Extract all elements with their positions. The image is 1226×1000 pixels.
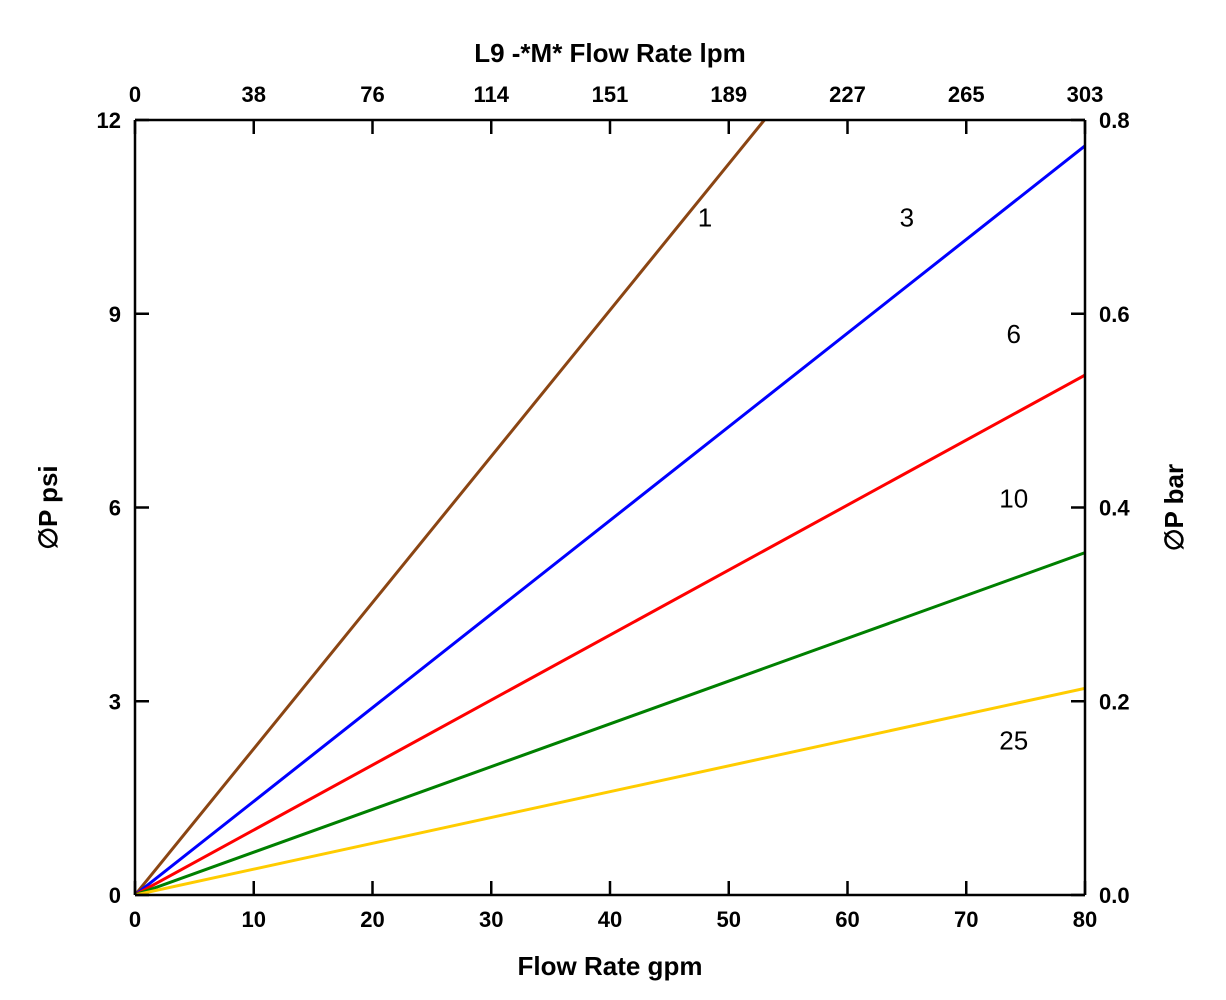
yleft-tick-label: 3 bbox=[109, 689, 121, 714]
yright-title: ∅P bar bbox=[1159, 464, 1189, 551]
yright-tick-label: 0.4 bbox=[1099, 496, 1130, 521]
series-label-6: 6 bbox=[1007, 319, 1021, 349]
yright-tick-label: 0.8 bbox=[1099, 108, 1130, 133]
xbottom-title: Flow Rate gpm bbox=[518, 951, 703, 981]
yright-tick-label: 0.2 bbox=[1099, 689, 1130, 714]
series-label-3: 3 bbox=[900, 203, 914, 233]
yleft-tick-label: 6 bbox=[109, 496, 121, 521]
yleft-tick-label: 0 bbox=[109, 883, 121, 908]
xtop-tick-label: 151 bbox=[592, 82, 629, 107]
yright-tick-label: 0.0 bbox=[1099, 883, 1130, 908]
xtop-tick-label: 265 bbox=[948, 82, 985, 107]
xbottom-tick-label: 70 bbox=[954, 907, 978, 932]
xtop-tick-label: 114 bbox=[474, 82, 510, 107]
xbottom-tick-label: 30 bbox=[479, 907, 503, 932]
yleft-title: ∅P psi bbox=[33, 465, 63, 549]
xtop-tick-label: 76 bbox=[360, 82, 384, 107]
xtop-tick-label: 0 bbox=[129, 82, 141, 107]
chart-svg: 01020304050607080Flow Rate gpm0387611415… bbox=[0, 0, 1226, 1000]
xtop-tick-label: 303 bbox=[1067, 82, 1104, 107]
xbottom-tick-label: 0 bbox=[129, 907, 141, 932]
xtop-tick-label: 38 bbox=[242, 82, 266, 107]
flow-rate-chart: 01020304050607080Flow Rate gpm0387611415… bbox=[0, 0, 1226, 1000]
xtop-tick-label: 189 bbox=[710, 82, 747, 107]
xbottom-tick-label: 10 bbox=[242, 907, 266, 932]
series-label-1: 1 bbox=[698, 203, 712, 233]
xbottom-tick-label: 80 bbox=[1073, 907, 1097, 932]
yleft-tick-label: 12 bbox=[97, 108, 121, 133]
xbottom-tick-label: 20 bbox=[360, 907, 384, 932]
xtop-tick-label: 227 bbox=[829, 82, 866, 107]
yright-tick-label: 0.6 bbox=[1099, 302, 1130, 327]
xtop-title: L9 -*M* Flow Rate lpm bbox=[474, 38, 746, 68]
xbottom-tick-label: 60 bbox=[835, 907, 859, 932]
xbottom-tick-label: 40 bbox=[598, 907, 622, 932]
xbottom-tick-label: 50 bbox=[717, 907, 741, 932]
series-label-10: 10 bbox=[999, 484, 1028, 514]
yleft-tick-label: 9 bbox=[109, 302, 121, 327]
series-label-25: 25 bbox=[999, 726, 1028, 756]
